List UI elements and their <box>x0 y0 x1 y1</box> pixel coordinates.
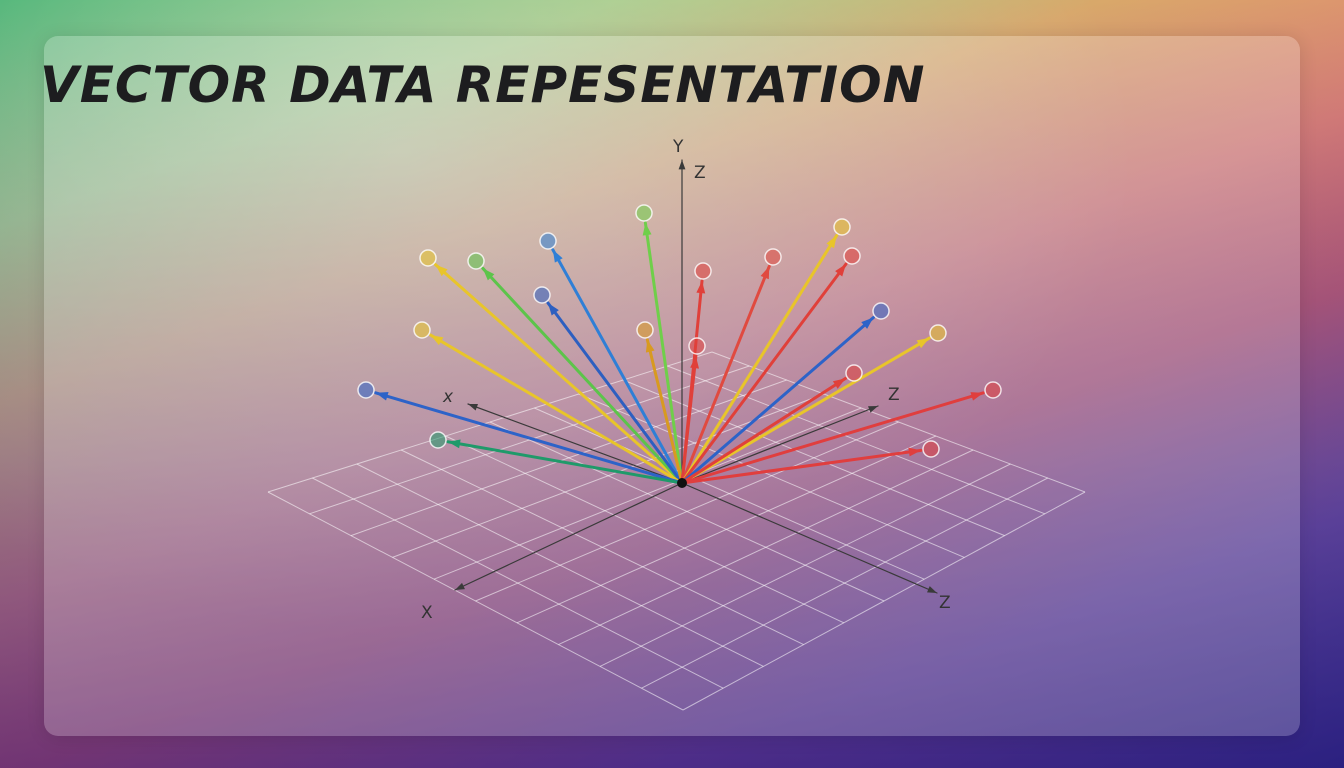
vector-arrow-head <box>430 335 444 346</box>
vector-arrow-head <box>826 235 837 249</box>
axis-line <box>681 482 938 594</box>
axis-label: Z <box>939 593 951 613</box>
vector-arrow-head <box>861 317 874 329</box>
vector-arrow-head <box>832 378 846 389</box>
axis-line <box>454 482 683 591</box>
axes <box>454 159 938 594</box>
vector-arrow <box>481 266 684 485</box>
grid-line <box>641 477 1048 689</box>
title: VECTOR DATA REPESENTATION <box>40 56 926 114</box>
vector-arrow <box>645 338 684 485</box>
vector-tip-ball <box>843 247 861 265</box>
vector-tip-ball <box>929 324 947 342</box>
axis-label: X <box>421 603 433 623</box>
grid-plane <box>267 351 1086 711</box>
origin <box>677 478 687 488</box>
grid-line <box>623 379 1005 537</box>
vector-arrow-head <box>645 339 655 353</box>
axis-line-head <box>455 582 465 590</box>
vector-arrow-head <box>690 355 700 369</box>
vector-tip-ball <box>533 286 551 304</box>
grid-line <box>578 393 965 558</box>
vectors <box>357 204 1002 488</box>
vector-tip-ball <box>539 232 557 250</box>
vector-arrow-head <box>552 249 563 263</box>
vector-tip-ball <box>429 431 447 449</box>
vector-arrow <box>680 391 985 485</box>
axis-label: Y <box>672 137 684 157</box>
vector-tip-ball <box>922 440 940 458</box>
vector-tip-ball <box>984 381 1002 399</box>
vector-arrow-head <box>908 447 922 457</box>
axis-label: Z <box>694 163 706 183</box>
vector-arrow-head <box>970 392 984 401</box>
vector-tip-ball <box>872 302 890 320</box>
axis-label: x <box>442 387 454 407</box>
glass-panel <box>44 36 1300 736</box>
grid-line <box>558 449 974 646</box>
vector-arrow <box>680 336 931 485</box>
grid-line <box>475 421 899 602</box>
vector-arrow-head <box>547 303 559 316</box>
vector-arrow-head <box>435 264 448 277</box>
vector-arrow <box>433 263 684 485</box>
grid-line <box>534 407 925 580</box>
vector-arrow <box>446 440 684 485</box>
vector-arrow-head <box>642 222 652 236</box>
vector-arrow-head <box>760 266 770 280</box>
grid-line <box>711 351 1086 493</box>
vector-tip-ball <box>694 262 712 280</box>
vector-tip-ball <box>419 249 437 267</box>
vector-tip-ball <box>845 364 863 382</box>
vector-tip-ball <box>635 204 653 222</box>
axis-line-head <box>468 404 478 411</box>
grid-line <box>682 491 1086 711</box>
grid-line <box>516 435 937 624</box>
vector-tip-ball <box>636 321 654 339</box>
axis-line-head <box>927 586 937 593</box>
vector-arrow <box>680 264 771 485</box>
vector-arrow-head <box>375 391 389 401</box>
vector-arrow <box>680 262 848 485</box>
axis-line-head <box>678 160 686 170</box>
grid-line <box>599 463 1011 667</box>
vector-tip-ball <box>413 321 431 339</box>
vector-tip-ball <box>764 248 782 266</box>
vector-arrow <box>429 333 684 485</box>
vector-arrow-head <box>835 264 847 277</box>
vector-arrow-head <box>916 338 930 349</box>
vector-arrow <box>680 376 848 485</box>
vector-arrow <box>551 248 684 485</box>
vector-arrow-head <box>447 439 461 449</box>
vector-arrow-head <box>696 280 706 294</box>
grid-line <box>667 365 1045 515</box>
axis-line <box>681 405 879 484</box>
axis-line-head <box>868 406 878 413</box>
axis-line <box>467 403 683 484</box>
vector-arrow <box>680 316 875 485</box>
vector-arrow <box>643 221 684 485</box>
vector-arrow-head <box>482 268 495 281</box>
vector-arrow <box>680 448 923 485</box>
vector-arrow <box>374 391 684 485</box>
vector-tip-ball <box>688 337 706 355</box>
vector-arrow <box>680 233 839 485</box>
vector-tip-ball <box>833 218 851 236</box>
vector-tip-ball <box>467 252 485 270</box>
vector-arrow <box>546 301 684 485</box>
vector-tip-ball <box>357 381 375 399</box>
axis-label: Z <box>888 385 900 405</box>
vector-arrow <box>680 354 698 485</box>
